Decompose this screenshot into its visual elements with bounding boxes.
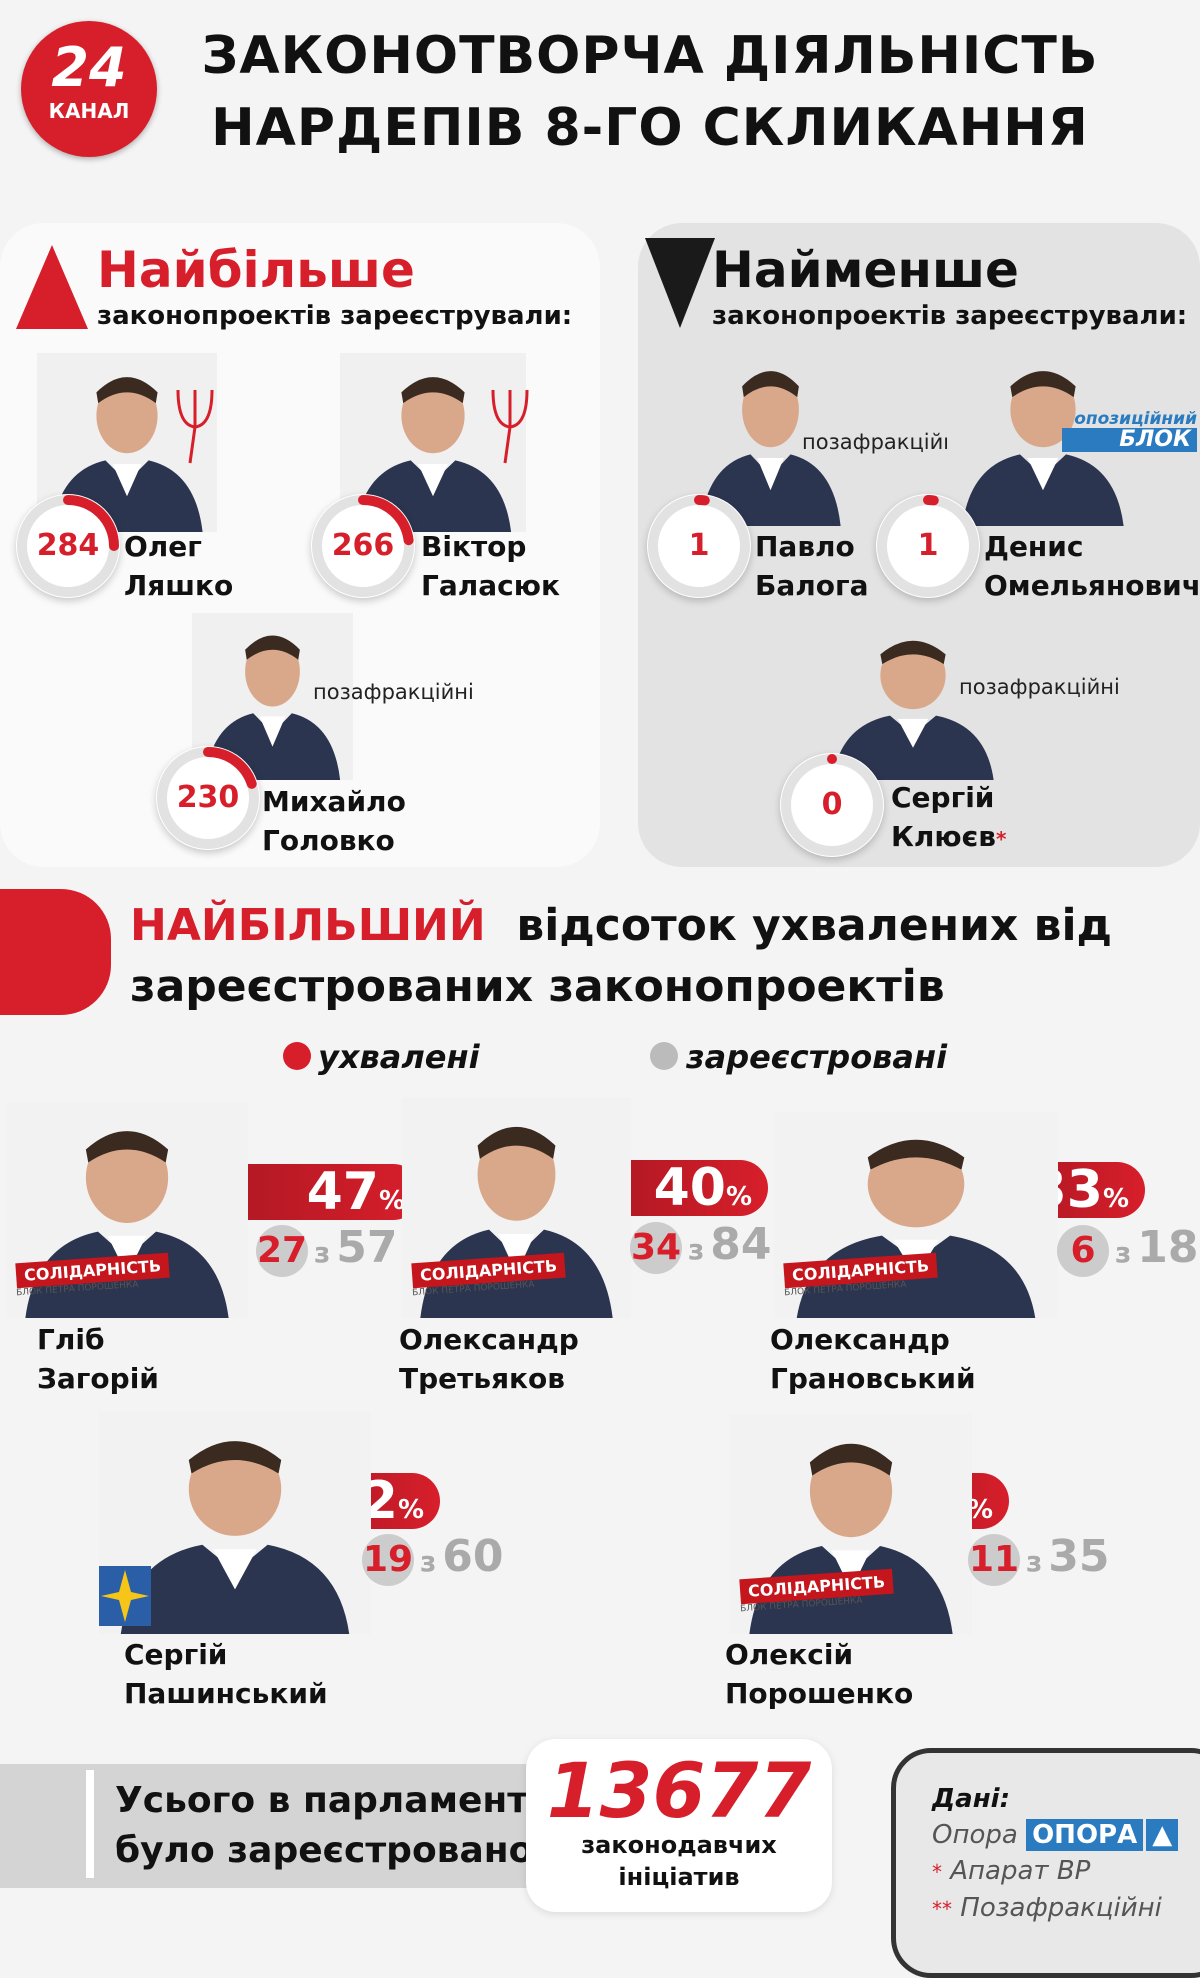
- approved-of-registered: 27 з 57: [256, 1222, 398, 1279]
- count-value: 1: [688, 528, 710, 563]
- count-ring: 266: [311, 494, 415, 598]
- legend-registered: зареєстровані: [686, 1038, 948, 1076]
- count-value: 0: [821, 787, 843, 822]
- registered-count: 57: [336, 1222, 398, 1273]
- deputy-name: Віктор Галасюк: [421, 530, 560, 602]
- legend-approved: ухвалені: [318, 1038, 480, 1076]
- registered-count: 18: [1137, 1222, 1199, 1273]
- title-line-1: ЗАКОНОТВОРЧА ДІЯЛЬНІСТЬ: [201, 26, 1099, 86]
- most-subtitle: законопроектів зареєстрували:: [97, 301, 573, 331]
- deputy-name: Олег Ляшко: [124, 530, 234, 602]
- approved-of-registered: 19 з 60: [362, 1531, 504, 1588]
- deputy-name: Олексій Порошенко: [725, 1638, 914, 1710]
- approved-of-registered: 11 з 35: [968, 1531, 1110, 1588]
- approved-count: 6: [1057, 1225, 1109, 1277]
- total-unit: законодавчих: [581, 1831, 777, 1859]
- portrait-photo: [817, 619, 1009, 780]
- deputy-name: Павло Балога: [755, 530, 869, 602]
- percent-heading-line2: зареєстрованих законопроектів: [130, 961, 945, 1012]
- triangle-down-icon: [645, 238, 715, 328]
- non-faction-note: позафракційні: [313, 680, 474, 704]
- pitchfork-icon: [491, 389, 529, 464]
- portrait-photo: [947, 347, 1139, 526]
- deputy-name: Сергій Пашинський: [124, 1638, 328, 1710]
- count-ring: 1: [876, 494, 980, 598]
- non-faction-note: позафракційні: [802, 430, 963, 454]
- approved-of-registered: 34 з 84: [630, 1219, 772, 1276]
- count-value: 284: [36, 528, 100, 563]
- approved-count: 27: [256, 1225, 308, 1277]
- deputy-name: Денис Омельянович: [984, 530, 1200, 602]
- most-heading: Найбільше: [97, 241, 415, 299]
- total-number: 13677: [546, 1746, 812, 1835]
- deputy-name: Олександр Грановський: [770, 1323, 976, 1395]
- approved-count: 34: [630, 1222, 682, 1274]
- people-front-emblem-icon: [99, 1566, 151, 1626]
- sources-title: Дані:: [932, 1784, 1010, 1814]
- channel-24-logo: 24 КАНАЛ: [21, 21, 157, 157]
- approved-count: 19: [362, 1534, 414, 1586]
- solidarity-party-logo: СОЛІДАРНІСТЬ БЛОК ПЕТРА ПОРОШЕНКА: [15, 1252, 170, 1298]
- source-apparat: * Апарат ВР: [932, 1856, 1091, 1886]
- least-heading: Найменше: [712, 241, 1019, 299]
- deputy-name: Олександр Третьяков: [399, 1323, 579, 1395]
- section-tab: [0, 889, 111, 1015]
- total-unit-2: ініціатив: [618, 1863, 740, 1891]
- solidarity-party-logo: СОЛІДАРНІСТЬ БЛОК ПЕТРА ПОРОШЕНКА: [739, 1568, 894, 1614]
- deputy-name: Гліб Загорій: [37, 1323, 159, 1395]
- registered-count: 35: [1048, 1531, 1110, 1582]
- portrait-photo: [687, 347, 854, 526]
- approved-of-registered: 6 з 18: [1057, 1222, 1199, 1279]
- sources-box: Дані: Опора ОПОРА ▲ * Апарат ВР ** Позафр…: [891, 1748, 1200, 1978]
- count-ring: 1: [647, 494, 751, 598]
- least-subtitle: законопроектів зареєстрували:: [712, 301, 1188, 331]
- total-box: 13677 законодавчих ініціатив: [526, 1739, 832, 1912]
- non-faction-note: позафракційні: [959, 675, 1120, 699]
- registered-count: 60: [442, 1531, 504, 1582]
- count-ring: 284: [16, 494, 120, 598]
- solidarity-party-logo: СОЛІДАРНІСТЬ БЛОК ПЕТРА ПОРОШЕНКА: [783, 1252, 938, 1298]
- opora-logo: ОПОРА: [1026, 1819, 1144, 1851]
- percent-heading: НАЙБІЛЬШИЙ відсоток ухвалених від: [130, 900, 1113, 951]
- approved-count: 11: [968, 1534, 1020, 1586]
- deputy-name: Сергій Клюєв*: [891, 781, 1007, 853]
- divider: [86, 1770, 94, 1878]
- solidarity-party-logo: СОЛІДАРНІСТЬ БЛОК ПЕТРА ПОРОШЕНКА: [411, 1252, 566, 1298]
- title-line-2: НАРДЕПІВ 8-ГО СКЛИКАННЯ: [211, 98, 1089, 158]
- registered-count: 84: [710, 1219, 772, 1270]
- deputy-name: Михайло Головко: [262, 785, 406, 857]
- triangle-up-icon: [16, 245, 88, 329]
- total-label: Усього в парламенті було зареєстровано: [115, 1780, 541, 1871]
- count-value: 230: [176, 780, 240, 815]
- source-opora: Опора ОПОРА ▲: [932, 1817, 1200, 1853]
- legend-registered-dot: [650, 1042, 678, 1070]
- source-nonfaction: ** Позафракційні: [932, 1893, 1162, 1923]
- count-value: 1: [917, 528, 939, 563]
- pitchfork-icon: [176, 389, 214, 464]
- legend-approved-dot: [283, 1042, 311, 1070]
- opora-triangle-icon: ▲: [1146, 1819, 1179, 1851]
- count-value: 266: [331, 528, 395, 563]
- count-ring: 230: [156, 746, 260, 850]
- count-ring: 0: [780, 753, 884, 857]
- opposition-bloc-logo: опозиційний БЛОК: [1062, 410, 1197, 452]
